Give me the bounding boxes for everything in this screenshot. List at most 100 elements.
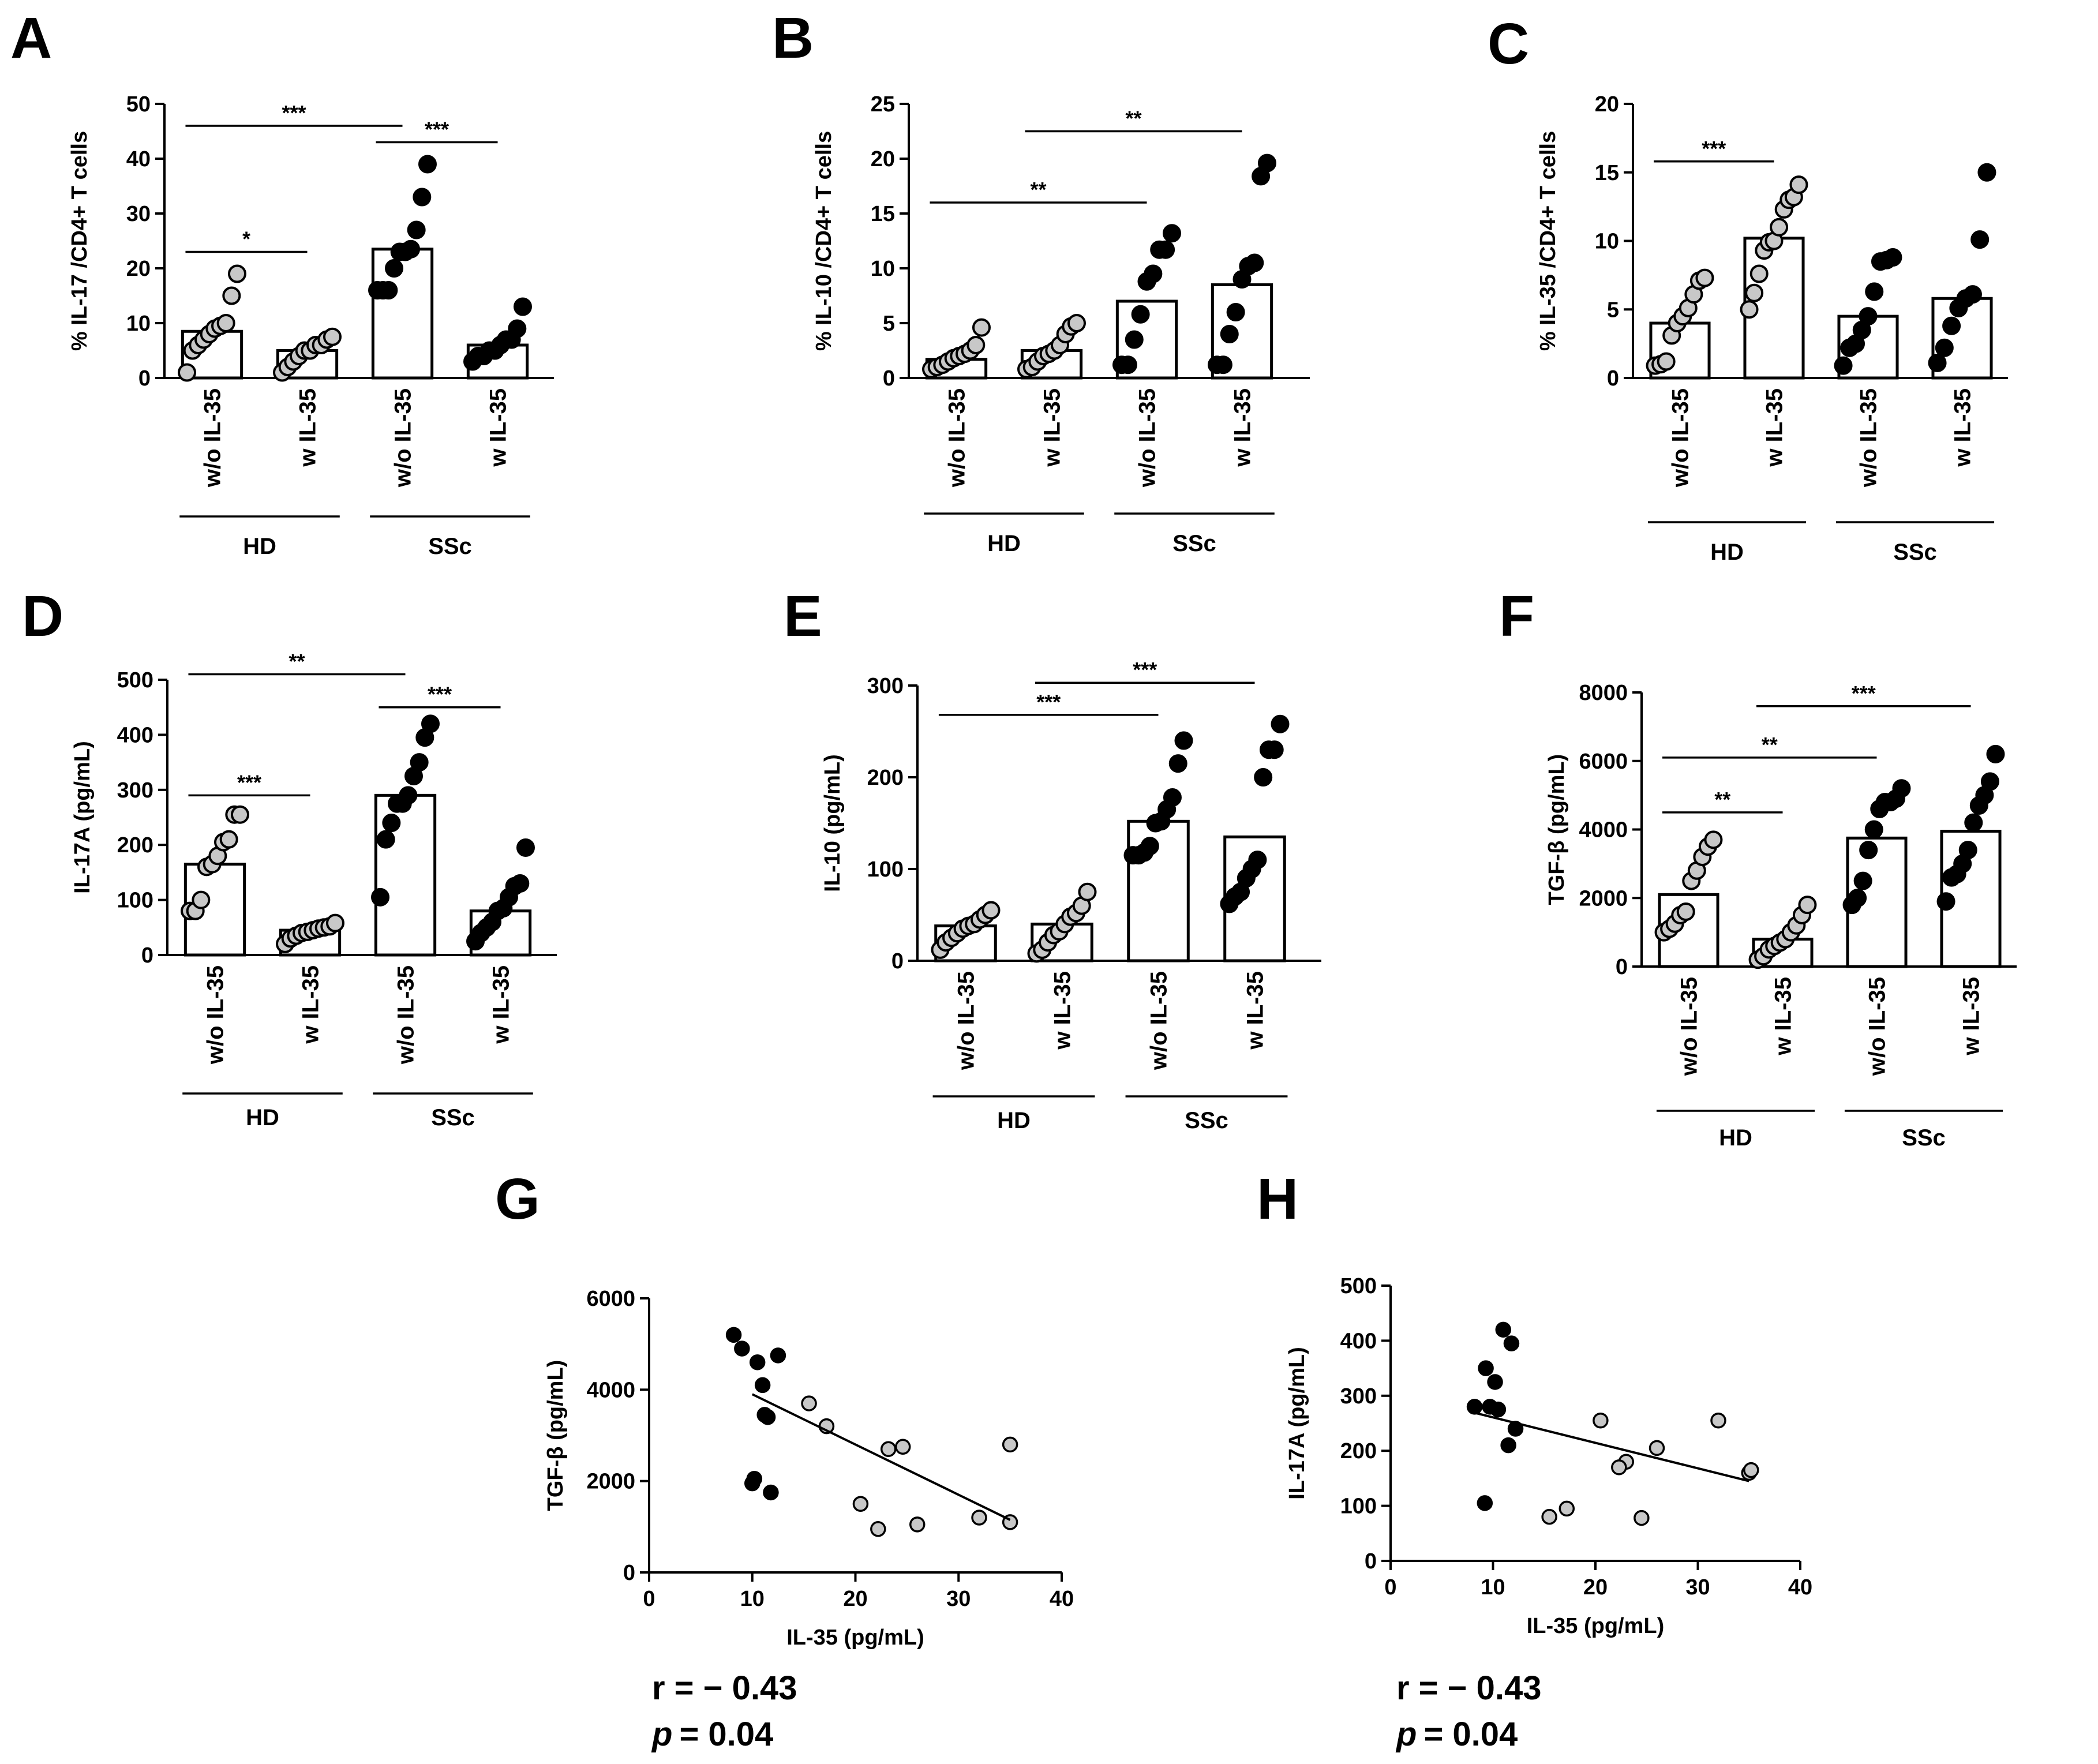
data-point <box>909 1516 926 1533</box>
x-category-label: w/o IL-35 <box>1856 388 1882 488</box>
data-point <box>1144 264 1163 283</box>
data-point <box>1649 1440 1665 1456</box>
y-tick-label: 0 <box>138 366 151 391</box>
y-tick-label: 8000 <box>1579 681 1628 705</box>
data-point <box>1963 285 1982 304</box>
data-point <box>1593 1412 1609 1429</box>
data-point <box>1745 283 1764 302</box>
data-point <box>1970 230 1990 249</box>
y-tick-label: 0 <box>1365 1549 1377 1574</box>
data-point <box>1067 314 1086 332</box>
data-point <box>227 264 246 283</box>
data-point <box>1174 731 1193 750</box>
data-point <box>407 220 426 239</box>
data-point <box>1883 248 1902 267</box>
bar-mean <box>1127 819 1190 962</box>
y-tick-label: 40 <box>126 147 151 171</box>
significance-label: *** <box>1702 137 1726 160</box>
panel-label-e: E <box>784 584 822 649</box>
data-point <box>1977 163 1996 182</box>
panel-label-d: D <box>22 584 63 649</box>
data-point <box>852 1496 869 1512</box>
x-category-label: w IL-35 <box>1243 971 1268 1050</box>
y-tick-label: 300 <box>117 778 153 803</box>
panel-b-chart: 0 5 10 15 20 25 % IL-10 /CD4+ T cells w/o IL-35… <box>812 92 1310 556</box>
y-tick-label: 300 <box>1340 1384 1377 1409</box>
group-label: SSc <box>431 1105 475 1130</box>
x-axis-label: IL-35 (pg/mL) <box>786 1626 924 1650</box>
group-label: SSc <box>1902 1125 1946 1151</box>
x-category-label: w IL-35 <box>1950 388 1976 467</box>
data-point <box>1865 282 1884 301</box>
significance-label: *** <box>1036 690 1061 714</box>
y-tick-label: 0 <box>1616 955 1628 979</box>
data-point <box>1002 1436 1018 1453</box>
y-tick-label: 15 <box>1595 161 1619 185</box>
p-symbol: p <box>1395 1716 1417 1753</box>
data-point <box>1478 1360 1494 1376</box>
data-point <box>323 327 342 346</box>
x-category-label: w IL-35 <box>1771 977 1796 1056</box>
panel-label-b: B <box>772 6 814 70</box>
y-tick-label: 5 <box>1607 298 1619 322</box>
data-point <box>413 188 432 207</box>
y-tick-label: 0 <box>623 1561 635 1585</box>
panel-f-chart: 0 2000 4000 6000 8000 TGF-β (pg/mL) w/o IL-35 w… <box>1545 681 2017 1151</box>
data-point <box>371 887 390 907</box>
y-tick-label: 10 <box>126 312 151 336</box>
x-category-label: w/o IL-35 <box>200 388 226 488</box>
data-point <box>379 281 398 299</box>
data-point <box>399 786 418 805</box>
data-point <box>1710 1412 1726 1429</box>
panel-label-a: A <box>10 6 52 70</box>
data-point <box>1163 788 1182 807</box>
data-point <box>421 714 440 733</box>
y-axis-label: IL-17A (pg/mL) <box>1285 1347 1309 1500</box>
data-point <box>1162 224 1181 243</box>
x-category-label: w/o IL-35 <box>945 388 970 488</box>
data-point <box>1958 841 1977 860</box>
group-label: HD <box>243 534 276 559</box>
data-point <box>1770 218 1789 237</box>
data-point <box>516 838 535 857</box>
regression-line <box>1472 1411 1749 1482</box>
group-label: HD <box>1719 1125 1752 1151</box>
group-label: HD <box>1710 540 1744 565</box>
x-category-label: w/o IL-35 <box>954 971 979 1070</box>
data-point <box>1964 813 1983 832</box>
data-point <box>192 890 211 909</box>
x-tick-label: 0 <box>643 1587 655 1611</box>
p-value: = 0.04 <box>679 1716 773 1753</box>
data-point <box>734 1340 750 1357</box>
data-point <box>418 155 437 174</box>
y-tick-label: 4000 <box>1579 818 1628 842</box>
x-tick-label: 10 <box>740 1587 765 1611</box>
data-point <box>1257 153 1276 173</box>
x-tick-label: 20 <box>843 1587 867 1611</box>
y-tick-label: 0 <box>1607 366 1619 391</box>
data-point <box>1695 268 1714 287</box>
correlation-r-value: r = − 0.43 <box>652 1669 797 1707</box>
group-label: HD <box>987 531 1021 556</box>
data-point <box>1749 264 1769 283</box>
y-tick-label: 200 <box>867 766 904 790</box>
data-point <box>770 1347 786 1364</box>
data-point <box>971 1510 987 1526</box>
regression-line <box>751 1393 1011 1521</box>
y-axis-label: TGF-β (pg/mL) <box>544 1360 568 1511</box>
x-category-label: w IL-35 <box>1230 388 1256 467</box>
y-tick-label: 200 <box>1340 1439 1377 1463</box>
panel-label-c: C <box>1488 12 1529 76</box>
x-category-label: w IL-35 <box>1040 388 1065 467</box>
data-point <box>382 814 401 833</box>
panel-label-g: G <box>495 1167 540 1231</box>
data-point <box>744 1475 760 1492</box>
data-point <box>376 830 395 849</box>
data-point <box>749 1354 766 1370</box>
data-point <box>410 753 429 772</box>
data-point <box>1078 882 1097 901</box>
panel-h-chart: 0 100 200 300 400 500 0 10 20 30 40 IL-35 (pg/mL) IL… <box>1285 1274 1812 1753</box>
data-point <box>1935 338 1954 357</box>
data-point <box>1864 820 1883 839</box>
